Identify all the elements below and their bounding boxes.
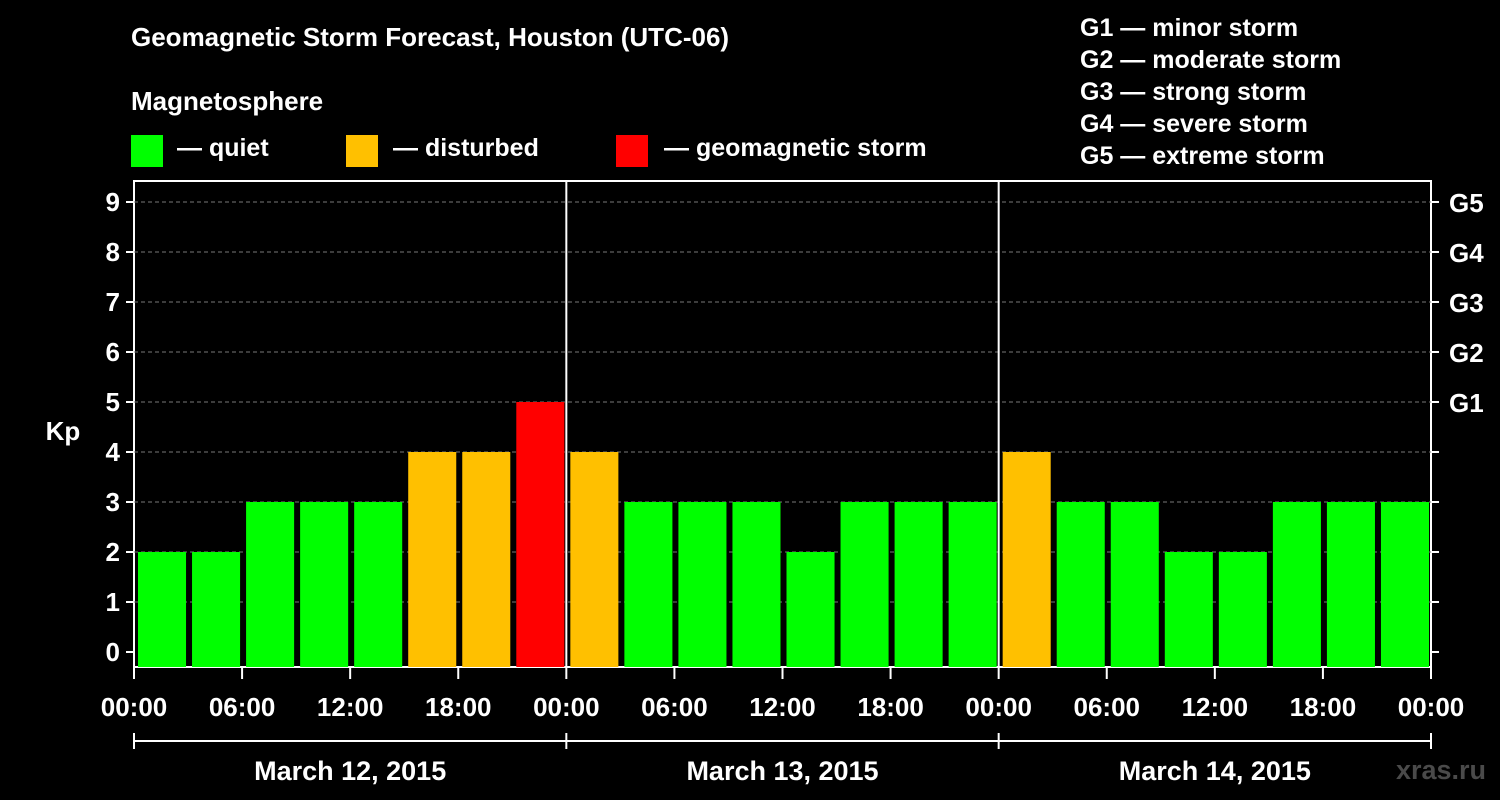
bar xyxy=(624,502,673,667)
bar xyxy=(1326,502,1375,667)
bar xyxy=(300,502,349,667)
y-tick-label: 0 xyxy=(106,637,120,667)
y-tick-label: 1 xyxy=(106,587,120,617)
legend-label-storm: — geomagnetic storm xyxy=(664,134,927,162)
x-tick-label: 12:00 xyxy=(317,692,384,722)
x-tick-label: 00:00 xyxy=(1398,692,1465,722)
legend-swatch-storm xyxy=(616,135,648,167)
bar xyxy=(1272,502,1321,667)
x-tick-label: 12:00 xyxy=(749,692,816,722)
legend-swatch-disturbed xyxy=(346,135,378,167)
y-tick-label: 2 xyxy=(106,537,120,567)
storm-scale-g4: G4 — severe storm xyxy=(1080,110,1308,138)
y-tick-label: 4 xyxy=(106,437,121,467)
storm-scale-g1: G1 — minor storm xyxy=(1080,14,1299,42)
storm-scale-g2: G2 — moderate storm xyxy=(1080,46,1342,74)
y-tick-label: 9 xyxy=(106,187,120,217)
x-tick-label: 18:00 xyxy=(425,692,492,722)
bar xyxy=(678,502,727,667)
y-tick-label: 5 xyxy=(106,387,120,417)
bar xyxy=(516,402,565,667)
g-scale-label: G5 xyxy=(1449,188,1484,218)
bar xyxy=(408,452,457,667)
legend-swatch-quiet xyxy=(131,135,163,167)
bar xyxy=(1218,552,1267,667)
y-tick-label: 6 xyxy=(106,337,120,367)
x-tick-label: 18:00 xyxy=(857,692,924,722)
day-label: March 13, 2015 xyxy=(686,756,878,786)
x-tick-label: 12:00 xyxy=(1182,692,1249,722)
y-tick-label: 7 xyxy=(106,287,120,317)
y-tick-label: 3 xyxy=(106,487,120,517)
bar xyxy=(462,452,511,667)
x-tick-label: 00:00 xyxy=(101,692,168,722)
bar xyxy=(948,502,997,667)
x-tick-label: 18:00 xyxy=(1290,692,1357,722)
watermark: xras.ru xyxy=(1395,755,1486,785)
bar xyxy=(732,502,781,667)
bar xyxy=(192,552,241,667)
x-tick-label: 06:00 xyxy=(209,692,276,722)
chart-title: Geomagnetic Storm Forecast, Houston (UTC… xyxy=(131,22,730,52)
g-scale-label: G1 xyxy=(1449,388,1484,418)
bar xyxy=(570,452,619,667)
bar xyxy=(138,552,187,667)
storm-scale-g5: G5 — extreme storm xyxy=(1080,142,1325,170)
legend-label-quiet: — quiet xyxy=(177,134,269,162)
bar xyxy=(894,502,943,667)
x-tick-label: 06:00 xyxy=(1074,692,1141,722)
bar xyxy=(354,502,403,667)
bar xyxy=(1056,502,1105,667)
g-scale-label: G2 xyxy=(1449,338,1484,368)
storm-scale-g3: G3 — strong storm xyxy=(1080,78,1307,106)
x-tick-label: 00:00 xyxy=(533,692,600,722)
bar xyxy=(786,552,835,667)
y-tick-label: 8 xyxy=(106,237,120,267)
x-tick-label: 06:00 xyxy=(641,692,708,722)
day-label: March 12, 2015 xyxy=(254,756,446,786)
day-label: March 14, 2015 xyxy=(1119,756,1311,786)
g-scale-label: G3 xyxy=(1449,288,1484,318)
legend-label-disturbed: — disturbed xyxy=(393,134,539,162)
bar xyxy=(840,502,889,667)
x-tick-label: 00:00 xyxy=(965,692,1032,722)
legend-heading: Magnetosphere xyxy=(131,86,324,116)
bar xyxy=(1110,502,1159,667)
y-axis-label: Kp xyxy=(46,416,81,446)
bar xyxy=(1380,502,1429,667)
bar xyxy=(1164,552,1213,667)
bar xyxy=(1002,452,1051,667)
g-scale-label: G4 xyxy=(1449,238,1484,268)
bar xyxy=(246,502,295,667)
